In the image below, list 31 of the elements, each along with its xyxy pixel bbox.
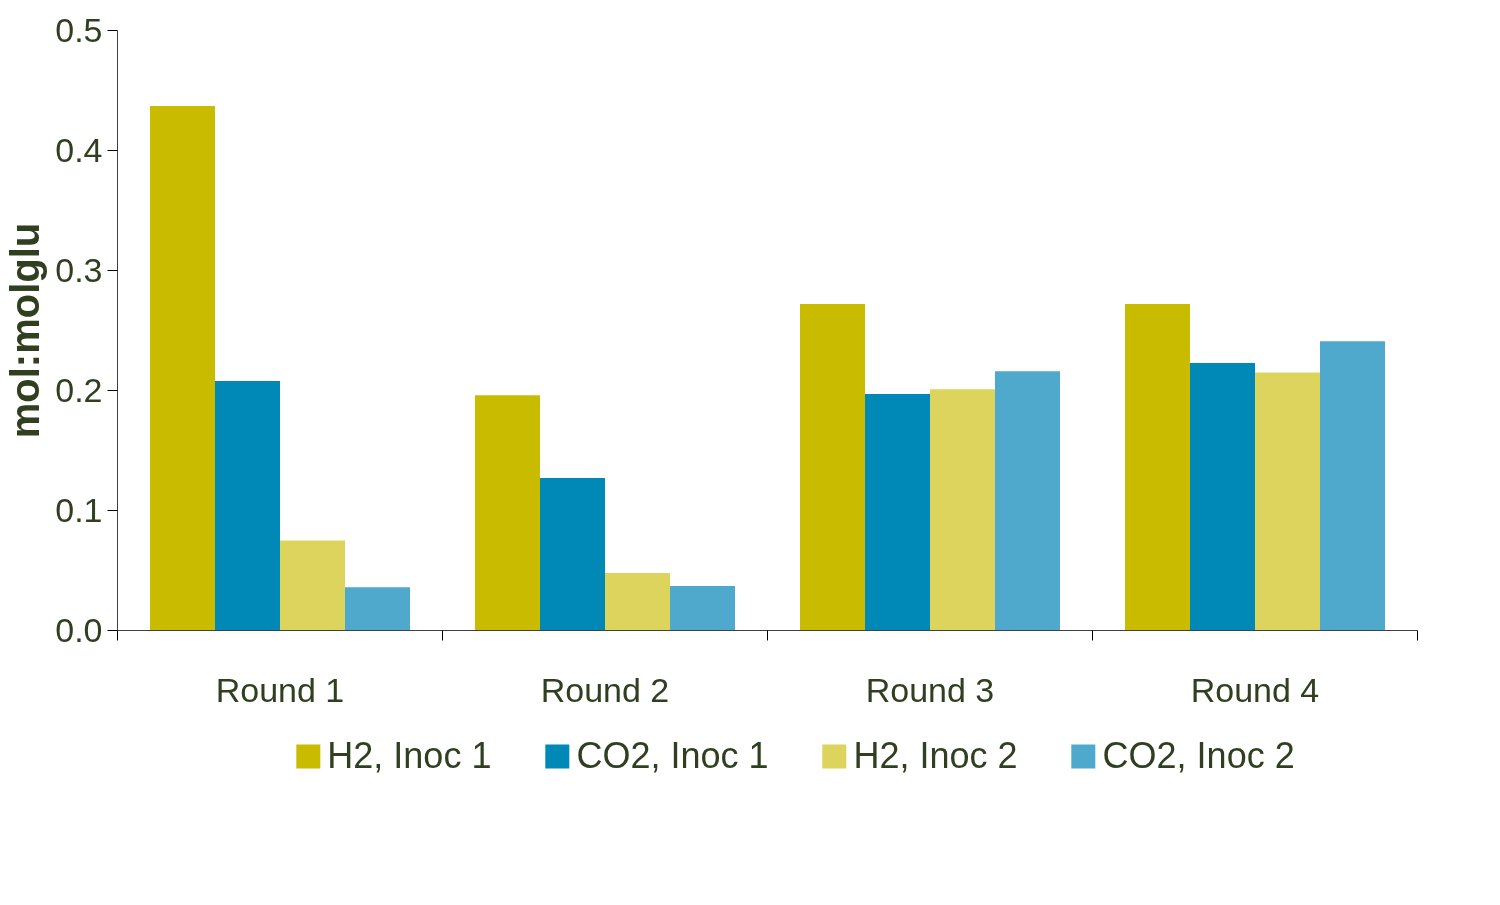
bar [670,586,735,631]
y-axis-title: mol:molglu [3,222,48,439]
bar [215,380,280,631]
y-tick-label: 0.1 [55,491,103,529]
bar [345,587,410,631]
y-tick-label: 0.3 [55,251,103,289]
bar [280,540,345,631]
bar [995,371,1060,631]
bar [930,389,995,631]
bar [1320,341,1385,631]
bar [1125,304,1190,631]
legend-label: CO2, Inoc 2 [1102,735,1295,777]
bar [800,304,865,631]
bar [475,395,540,631]
y-tick-label: 0.5 [55,11,103,49]
bar [605,572,670,631]
x-tick-label: Round 4 [1190,670,1320,709]
y-tick-label: 0.2 [55,371,103,409]
legend-label: H2, Inoc 1 [327,735,492,777]
legend-label: H2, Inoc 2 [853,735,1018,777]
bar [150,106,215,631]
x-tick-label: Round 3 [865,670,995,709]
y-tick-label: 0.0 [55,611,103,649]
bar [540,478,605,631]
x-tick-label: Round 1 [215,670,345,709]
bar [1255,372,1320,631]
legend-label: CO2, Inoc 1 [576,735,769,777]
x-tick-label: Round 2 [540,670,670,709]
y-tick-label: 0.4 [55,131,103,169]
bar [1190,362,1255,631]
bar [865,394,930,631]
